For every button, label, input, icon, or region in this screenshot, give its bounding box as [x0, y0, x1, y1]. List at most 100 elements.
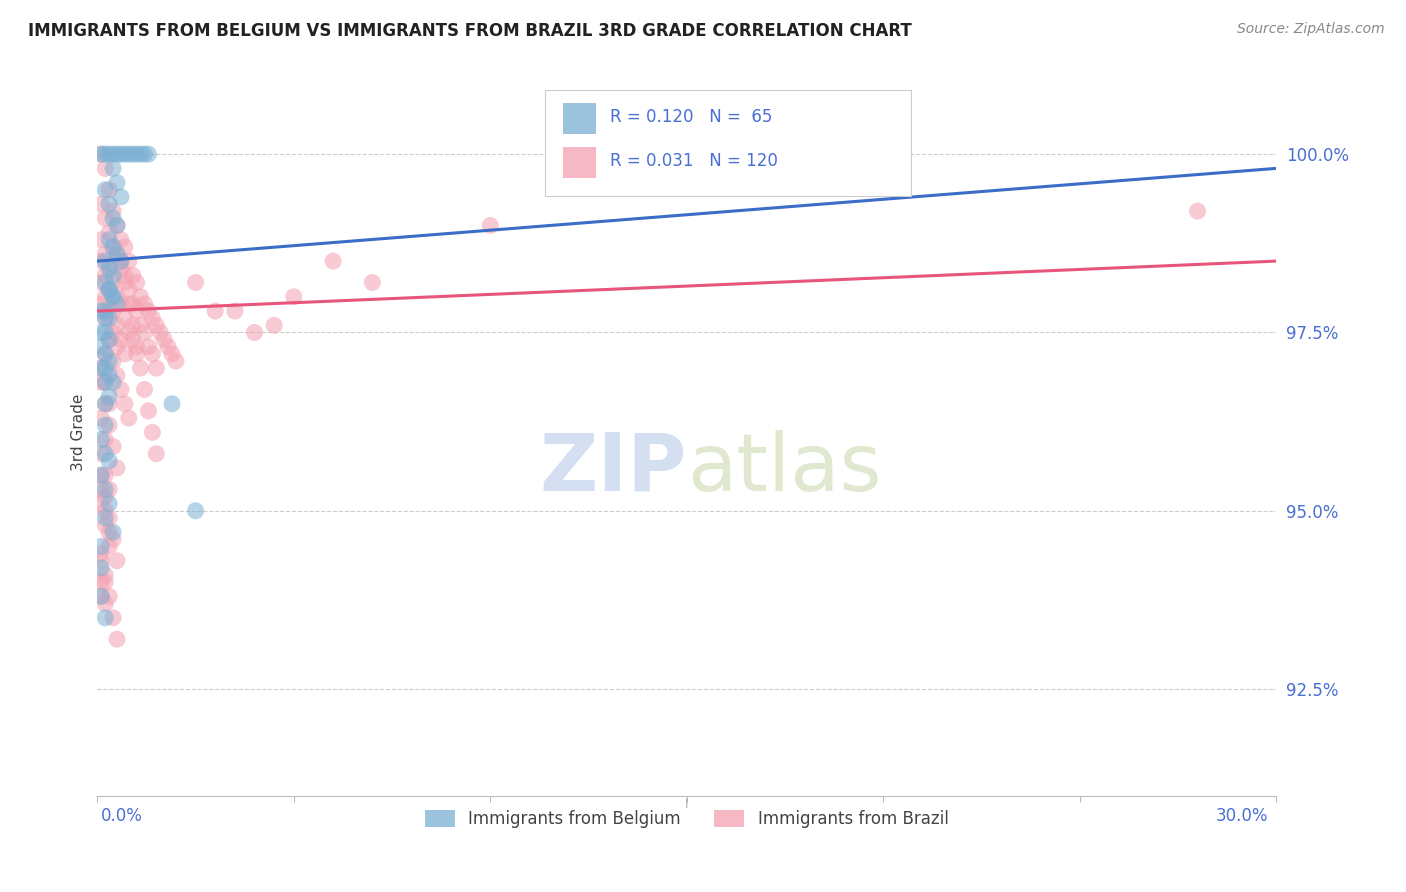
Point	[101, 147, 124, 161]
Point	[138, 340, 160, 354]
Point	[101, 161, 124, 176]
Point	[101, 290, 124, 304]
Point	[94, 304, 117, 318]
Point	[105, 318, 128, 333]
Point	[90, 304, 112, 318]
Point	[90, 433, 112, 447]
Point	[90, 468, 112, 483]
Point	[98, 183, 121, 197]
Point	[105, 554, 128, 568]
Point	[90, 197, 112, 211]
Point	[105, 461, 128, 475]
Point	[110, 261, 132, 276]
Point	[184, 276, 207, 290]
Point	[134, 297, 156, 311]
Point	[94, 575, 117, 590]
Point	[114, 276, 136, 290]
Point	[114, 268, 136, 283]
Point	[98, 283, 121, 297]
Point	[283, 290, 305, 304]
Point	[101, 611, 124, 625]
Point	[101, 276, 124, 290]
Point	[141, 347, 163, 361]
Bar	[562, 147, 596, 178]
Point	[94, 247, 117, 261]
Point	[90, 147, 112, 161]
Point	[94, 611, 117, 625]
Point	[118, 326, 141, 340]
Point	[145, 361, 167, 376]
Point	[94, 483, 117, 497]
Text: R = 0.031   N = 120: R = 0.031 N = 120	[610, 152, 778, 169]
Point	[90, 575, 112, 590]
Point	[94, 347, 117, 361]
Point	[110, 383, 132, 397]
Point	[98, 261, 121, 276]
Text: Source: ZipAtlas.com: Source: ZipAtlas.com	[1237, 22, 1385, 37]
Point	[98, 511, 121, 525]
Point	[94, 447, 117, 461]
Text: IMMIGRANTS FROM BELGIUM VS IMMIGRANTS FROM BRAZIL 3RD GRADE CORRELATION CHART: IMMIGRANTS FROM BELGIUM VS IMMIGRANTS FR…	[28, 22, 912, 40]
Point	[105, 368, 128, 383]
Point	[125, 276, 148, 290]
Point	[243, 326, 266, 340]
Y-axis label: 3rd Grade: 3rd Grade	[72, 393, 86, 471]
Point	[98, 304, 121, 318]
Point	[110, 254, 132, 268]
Point	[98, 354, 121, 368]
Point	[90, 554, 112, 568]
Point	[90, 326, 112, 340]
Point	[105, 247, 128, 261]
Point	[361, 276, 384, 290]
Point	[138, 404, 160, 418]
Point	[90, 590, 112, 604]
Point	[94, 418, 117, 433]
Point	[98, 226, 121, 240]
Point	[105, 247, 128, 261]
Point	[90, 276, 112, 290]
Point	[110, 333, 132, 347]
Point	[134, 326, 156, 340]
Point	[1187, 204, 1209, 219]
Point	[90, 547, 112, 561]
Point	[105, 147, 128, 161]
Point	[129, 147, 152, 161]
Point	[94, 147, 117, 161]
Point	[101, 211, 124, 226]
Point	[94, 311, 117, 326]
Point	[101, 525, 124, 540]
Point	[94, 397, 117, 411]
Point	[105, 290, 128, 304]
Point	[145, 318, 167, 333]
Point	[157, 340, 180, 354]
Point	[101, 376, 124, 390]
Point	[94, 268, 117, 283]
Text: ZIP: ZIP	[540, 430, 686, 508]
Point	[94, 376, 117, 390]
Point	[134, 383, 156, 397]
Point	[118, 297, 141, 311]
Point	[98, 311, 121, 326]
Point	[94, 347, 117, 361]
Point	[90, 540, 112, 554]
Point	[114, 347, 136, 361]
Point	[101, 240, 124, 254]
Point	[90, 361, 112, 376]
Point	[94, 361, 117, 376]
Point	[90, 233, 112, 247]
Point	[110, 254, 132, 268]
Point	[90, 561, 112, 575]
Point	[94, 468, 117, 483]
Point	[160, 347, 183, 361]
Point	[94, 511, 117, 525]
Point	[118, 147, 141, 161]
Legend: Immigrants from Belgium, Immigrants from Brazil: Immigrants from Belgium, Immigrants from…	[419, 804, 955, 835]
Point	[98, 418, 121, 433]
Point	[98, 233, 121, 247]
Point	[98, 197, 121, 211]
Point	[105, 340, 128, 354]
Point	[94, 311, 117, 326]
Point	[90, 447, 112, 461]
Point	[90, 340, 112, 354]
Point	[114, 147, 136, 161]
